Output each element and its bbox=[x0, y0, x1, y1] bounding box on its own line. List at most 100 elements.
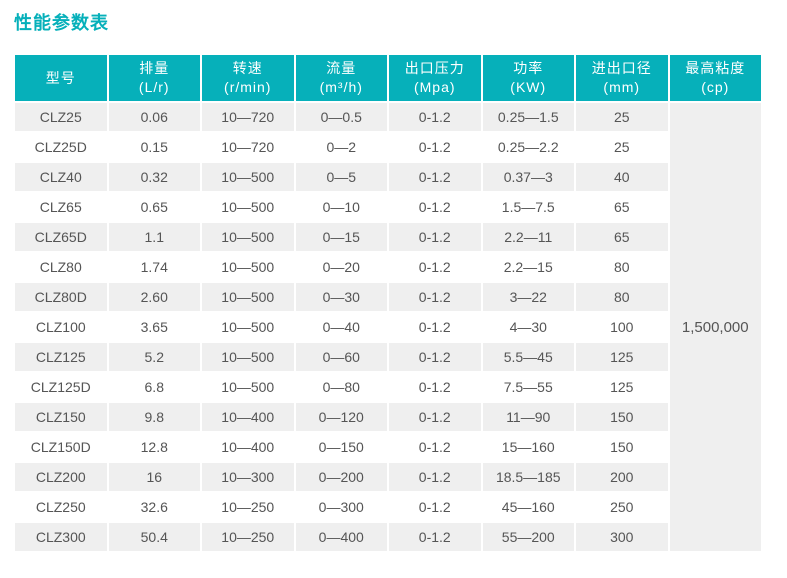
cell-model: CLZ100 bbox=[13, 311, 109, 343]
cell-outlet-pressure: 0-1.2 bbox=[387, 131, 483, 163]
col-header-flow-label: 流量 bbox=[326, 60, 357, 77]
cell-port-diameter: 25 bbox=[574, 131, 670, 163]
cell-power: 18.5—185 bbox=[480, 461, 576, 493]
cell-outlet-pressure: 0-1.2 bbox=[387, 221, 483, 253]
cell-model: CLZ80 bbox=[13, 251, 109, 283]
cell-port-diameter: 80 bbox=[574, 281, 670, 313]
col-header-max-viscosity-label: 最高粘度 bbox=[685, 60, 746, 77]
cell-power: 3—22 bbox=[480, 281, 576, 313]
cell-model: CLZ150 bbox=[13, 401, 109, 433]
cell-speed: 10—300 bbox=[200, 461, 296, 493]
cell-power: 45—160 bbox=[480, 491, 576, 523]
cell-flow: 0—0.5 bbox=[293, 101, 389, 133]
cell-power: 0.25—1.5 bbox=[480, 101, 576, 133]
cell-outlet-pressure: 0-1.2 bbox=[387, 161, 483, 193]
col-header-flow: 流量 (m³/h) bbox=[293, 53, 389, 103]
cell-port-diameter: 125 bbox=[574, 371, 670, 403]
cell-flow: 0—120 bbox=[293, 401, 389, 433]
cell-model: CLZ40 bbox=[13, 161, 109, 193]
performance-parameter-table: 型号 排量 (L/r) 转速 (r/min) 流量 (m³/h) 出口压力 (Mpa) 功率 (KW… bbox=[13, 53, 763, 553]
table-row-clz25: CLZ25 0.06 10—720 0—0.5 0-1.2 0.25—1.5 25 1,500… bbox=[13, 101, 763, 553]
cell-displacement: 16 bbox=[106, 461, 202, 493]
col-header-max-viscosity-unit: (cp) bbox=[701, 79, 730, 95]
col-header-displacement: 排量 (L/r) bbox=[106, 53, 202, 103]
cell-model: CLZ125 bbox=[13, 341, 109, 373]
cell-displacement: 1.74 bbox=[106, 251, 202, 283]
cell-outlet-pressure: 0-1.2 bbox=[387, 191, 483, 223]
cell-flow: 0—60 bbox=[293, 341, 389, 373]
col-header-displacement-unit: (L/r) bbox=[138, 79, 170, 95]
cell-flow: 0—5 bbox=[293, 161, 389, 193]
cell-outlet-pressure: 0-1.2 bbox=[387, 281, 483, 313]
cell-outlet-pressure: 0-1.2 bbox=[387, 101, 483, 133]
cell-speed: 10—400 bbox=[200, 401, 296, 433]
cell-speed: 10—720 bbox=[200, 101, 296, 133]
cell-power: 15—160 bbox=[480, 431, 576, 463]
cell-displacement: 6.8 bbox=[106, 371, 202, 403]
cell-speed: 10—500 bbox=[200, 311, 296, 343]
col-header-speed: 转速 (r/min) bbox=[200, 53, 296, 103]
table-row-clz25d: CLZ25D 0.15 10—720 0—2 0-1.2 0.25—2.2 25 bbox=[13, 131, 762, 163]
cell-speed: 10—720 bbox=[200, 131, 296, 163]
cell-speed: 10—500 bbox=[200, 371, 296, 403]
cell-speed: 10—500 bbox=[200, 191, 296, 223]
col-header-outlet-pressure: 出口压力 (Mpa) bbox=[387, 53, 483, 103]
cell-speed: 10—500 bbox=[200, 161, 296, 193]
cell-flow: 0—150 bbox=[293, 431, 389, 463]
table-row-clz250: CLZ250 32.6 10—250 0—300 0-1.2 45—160 250 bbox=[13, 491, 762, 523]
cell-outlet-pressure: 0-1.2 bbox=[387, 251, 483, 283]
cell-outlet-pressure: 0-1.2 bbox=[387, 371, 483, 403]
col-header-max-viscosity: 最高粘度 (cp) bbox=[667, 53, 763, 103]
cell-speed: 10—250 bbox=[200, 521, 296, 553]
cell-model: CLZ150D bbox=[13, 431, 109, 463]
col-header-displacement-label: 排量 bbox=[139, 60, 170, 77]
cell-flow: 0—15 bbox=[293, 221, 389, 253]
table-row-clz150d: CLZ150D 12.8 10—400 0—150 0-1.2 15—160 150 bbox=[13, 431, 762, 463]
cell-displacement: 50.4 bbox=[106, 521, 202, 553]
cell-flow: 0—400 bbox=[293, 521, 389, 553]
cell-power: 2.2—11 bbox=[480, 221, 576, 253]
cell-port-diameter: 65 bbox=[574, 221, 670, 253]
cell-outlet-pressure: 0-1.2 bbox=[387, 311, 483, 343]
page-title: 性能参数表 bbox=[14, 13, 109, 33]
cell-power: 7.5—55 bbox=[480, 371, 576, 403]
table-body: CLZ25 0.06 10—720 0—0.5 0-1.2 0.25—1.5 25 1,500… bbox=[13, 101, 763, 553]
cell-model: CLZ25D bbox=[13, 131, 109, 163]
cell-displacement: 12.8 bbox=[106, 431, 202, 463]
col-header-flow-unit: (m³/h) bbox=[319, 79, 363, 95]
cell-outlet-pressure: 0-1.2 bbox=[387, 401, 483, 433]
col-header-power-unit: (KW) bbox=[510, 79, 547, 95]
cell-flow: 0—10 bbox=[293, 191, 389, 223]
cell-speed: 10—500 bbox=[200, 251, 296, 283]
cell-port-diameter: 250 bbox=[574, 491, 670, 523]
cell-model: CLZ65D bbox=[13, 221, 109, 253]
table-row-clz100: CLZ100 3.65 10—500 0—40 0-1.2 4—30 100 bbox=[13, 311, 762, 343]
cell-max-viscosity-merged: 1,500,000 bbox=[667, 101, 763, 553]
cell-flow: 0—40 bbox=[293, 311, 389, 343]
cell-speed: 10—400 bbox=[200, 431, 296, 463]
cell-power: 4—30 bbox=[480, 311, 576, 343]
cell-port-diameter: 80 bbox=[574, 251, 670, 283]
table-header-row: 型号 排量 (L/r) 转速 (r/min) 流量 (m³/h) 出口压力 (Mpa) 功率 (KW… bbox=[13, 53, 763, 103]
cell-power: 5.5—45 bbox=[480, 341, 576, 373]
cell-port-diameter: 150 bbox=[574, 401, 670, 433]
cell-flow: 0—300 bbox=[293, 491, 389, 523]
col-header-outlet-pressure-label: 出口压力 bbox=[404, 60, 465, 77]
cell-displacement: 0.65 bbox=[106, 191, 202, 223]
col-header-outlet-pressure-unit: (Mpa) bbox=[413, 79, 456, 95]
cell-flow: 0—30 bbox=[293, 281, 389, 313]
cell-displacement: 0.15 bbox=[106, 131, 202, 163]
cell-flow: 0—80 bbox=[293, 371, 389, 403]
table-row-clz150: CLZ150 9.8 10—400 0—120 0-1.2 11—90 150 bbox=[13, 401, 762, 433]
cell-displacement: 0.06 bbox=[106, 101, 202, 133]
col-header-speed-label: 转速 bbox=[232, 60, 263, 77]
cell-port-diameter: 40 bbox=[574, 161, 670, 193]
cell-model: CLZ80D bbox=[13, 281, 109, 313]
cell-model: CLZ65 bbox=[13, 191, 109, 223]
cell-speed: 10—500 bbox=[200, 281, 296, 313]
cell-outlet-pressure: 0-1.2 bbox=[387, 431, 483, 463]
cell-power: 0.25—2.2 bbox=[480, 131, 576, 163]
cell-port-diameter: 100 bbox=[574, 311, 670, 343]
cell-power: 0.37—3 bbox=[480, 161, 576, 193]
